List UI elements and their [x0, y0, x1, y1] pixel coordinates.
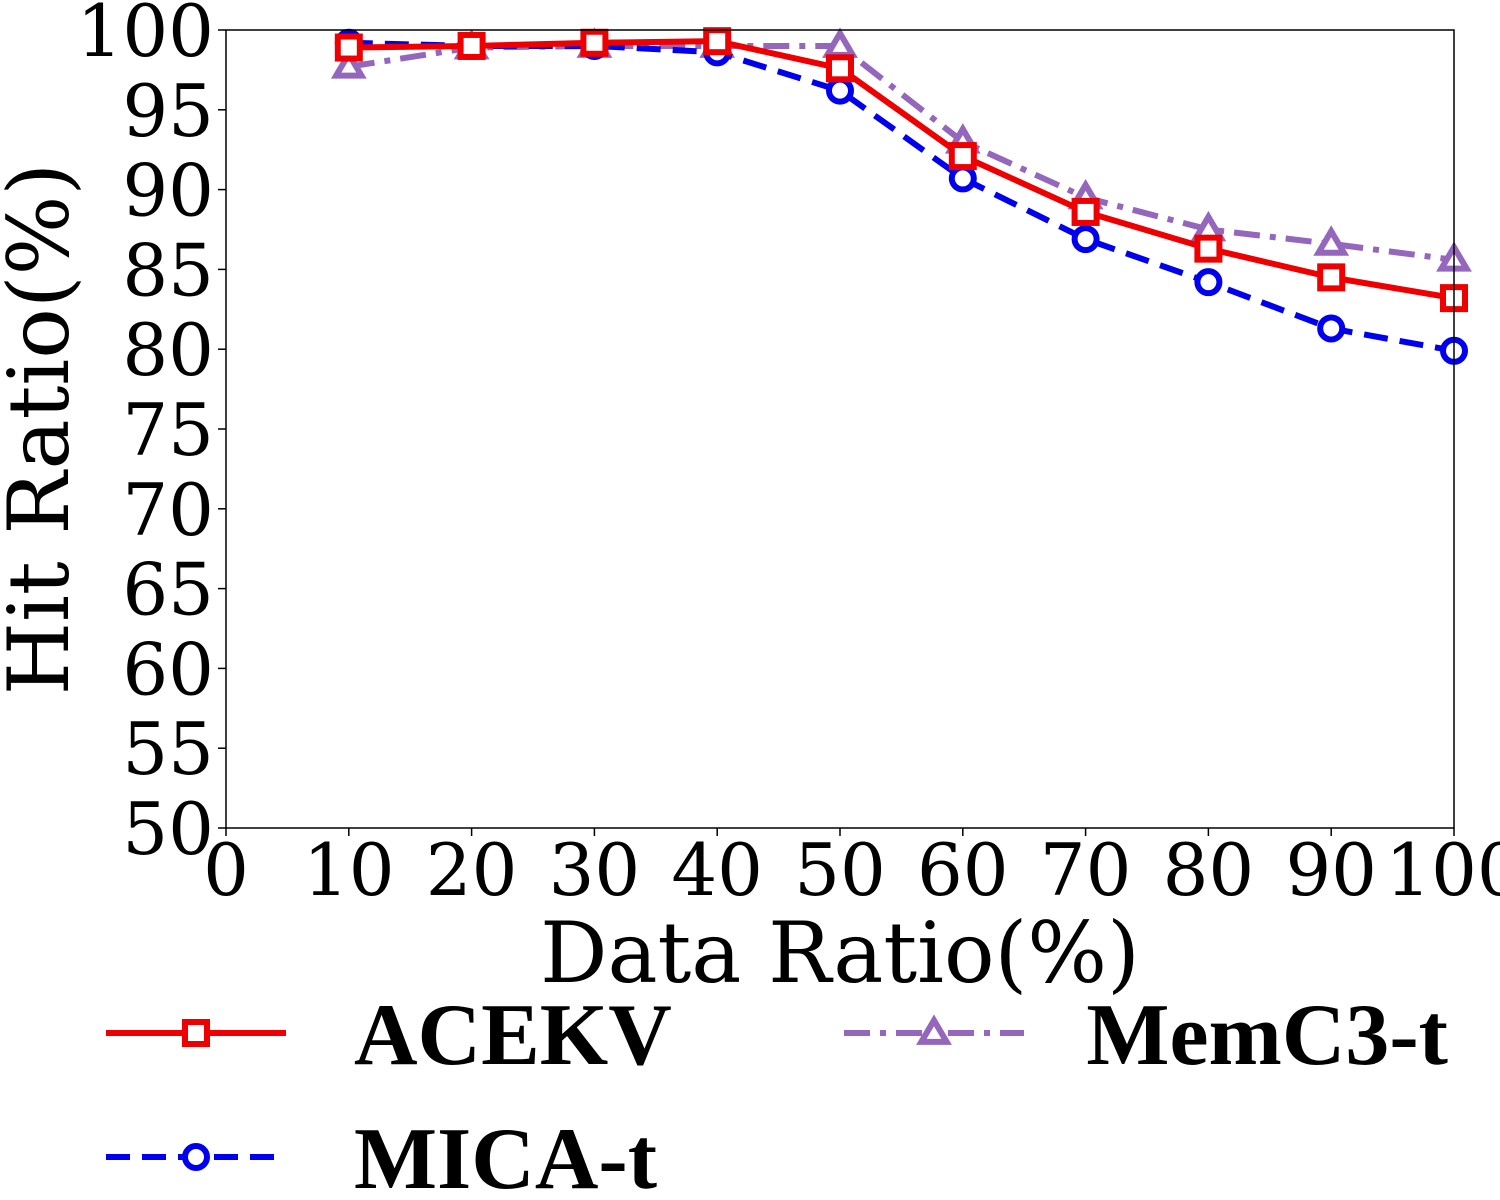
x-tick-label: 70: [1040, 828, 1132, 912]
legend-item-acekv: ACEKV: [106, 987, 672, 1084]
series-memc3-t: [330, 27, 1472, 272]
legend-label: MemC3-t: [1086, 987, 1448, 1084]
data-point: [703, 27, 732, 56]
legend-swatch-marker: [182, 1143, 210, 1171]
legend-item-mica-t: MICA-t: [106, 1111, 657, 1200]
x-axis-ticks: 0 10 20 30 40 50 60 70 80 90 100: [203, 828, 1500, 912]
data-point: [334, 33, 363, 62]
x-tick-label: 10: [303, 828, 395, 912]
data-point: [1071, 197, 1100, 226]
series-mica-t: [334, 28, 1468, 365]
data-point: [1317, 314, 1346, 343]
plot-frame: [225, 29, 1455, 829]
x-tick-label: 0: [203, 828, 249, 912]
data-point: [1317, 263, 1346, 292]
data-point: [826, 54, 854, 83]
y-tick-label: 55: [122, 707, 214, 791]
x-tick-label: 90: [1285, 828, 1377, 912]
x-tick-label: 20: [426, 828, 518, 912]
data-point: [1194, 268, 1223, 297]
series-line: [348, 39, 1455, 354]
y-tick-label: 70: [122, 468, 214, 552]
y-tick-label: 90: [122, 149, 214, 233]
y-axis-title: Hit Ratio(%): [0, 163, 88, 695]
legend: ACEKV MICA-t MemC3-t: [106, 987, 1448, 1200]
legend-swatch-marker: [916, 1014, 952, 1045]
y-tick-label: 60: [122, 627, 214, 711]
legend-label: ACEKV: [354, 987, 672, 1084]
y-tick-label: 100: [77, 0, 214, 73]
x-tick-label: 100: [1385, 828, 1500, 912]
x-tick-label: 50: [794, 828, 886, 912]
x-tick-label: 30: [549, 828, 641, 912]
legend-item-memc3-t: MemC3-t: [844, 987, 1448, 1084]
y-tick-label: 65: [122, 548, 214, 632]
data-point: [457, 31, 486, 60]
y-tick-label: 50: [122, 787, 214, 871]
legend-label: MICA-t: [354, 1111, 657, 1200]
series-line: [348, 42, 1455, 263]
y-tick-label: 95: [122, 69, 214, 153]
legend-swatch-marker: [182, 1019, 210, 1047]
data-point: [826, 76, 854, 105]
data-point: [822, 27, 858, 58]
x-tick-label: 40: [671, 828, 763, 912]
y-tick-label: 80: [122, 308, 214, 392]
data-point: [948, 142, 977, 171]
x-tick-label: 80: [1163, 828, 1255, 912]
y-tick-label: 85: [122, 228, 214, 312]
series-layer: [330, 27, 1472, 365]
data-point: [1313, 225, 1350, 256]
data-point: [580, 28, 609, 57]
data-point: [1071, 225, 1100, 254]
y-tick-label: 75: [122, 388, 214, 472]
data-point: [948, 164, 977, 193]
data-point: [330, 48, 367, 79]
x-axis-title: Data Ratio(%): [540, 904, 1140, 1002]
x-tick-label: 60: [917, 828, 1009, 912]
series-acekv: [334, 27, 1468, 313]
series-line: [348, 38, 1455, 302]
data-point: [1194, 234, 1223, 263]
